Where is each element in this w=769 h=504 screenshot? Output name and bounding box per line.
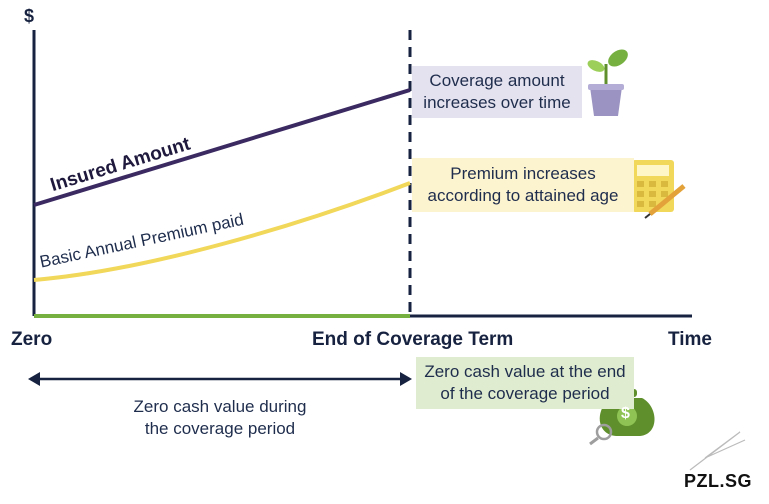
dollar-sign-icon: $ (621, 405, 630, 422)
brand-logo: PZL.SG (684, 471, 753, 491)
insured-amount-line (33, 88, 411, 207)
premium-callout: Premium increases according to attained … (412, 158, 634, 212)
coverage-callout-line2: increases over time (423, 93, 571, 112)
coverage-period-note: Zero cash value during the coverage peri… (110, 396, 330, 440)
cash-value-callout: Zero cash value at the end of the covera… (416, 357, 634, 409)
x-axis-label-end-of-term: End of Coverage Term (312, 329, 514, 350)
premium-callout-line1: Premium increases (450, 164, 596, 183)
calculator-icon (632, 160, 686, 219)
premium-curve (33, 181, 411, 282)
arrow-right-head (400, 372, 412, 386)
coverage-callout: Coverage amount increases over time (412, 66, 582, 118)
cash-value-callout-line2: of the coverage period (440, 384, 610, 403)
arrow-left-head (28, 372, 40, 386)
coverage-period-note-line1: Zero cash value during (133, 397, 307, 416)
x-axis-label-zero: Zero (11, 329, 53, 350)
premium-callout-line2: according to attained age (427, 186, 619, 205)
x-axis-label-time: Time (668, 329, 713, 350)
coverage-period-note-line2: the coverage period (144, 419, 296, 438)
watermark-scribble (689, 431, 746, 471)
plant-pot-icon (587, 49, 628, 116)
y-axis-label: $ (24, 6, 35, 26)
coverage-callout-line1: Coverage amount (429, 71, 565, 90)
cash-value-callout-line1: Zero cash value at the end (424, 362, 626, 381)
